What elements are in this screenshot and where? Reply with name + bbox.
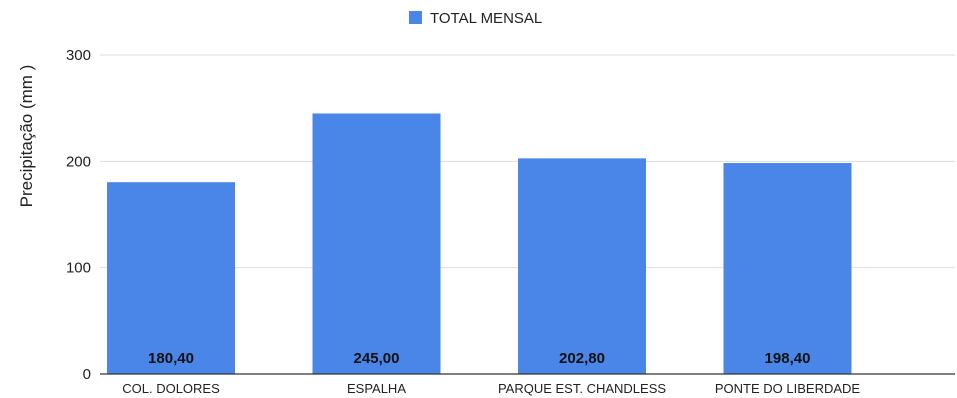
y-tick-label: 0 [83,366,91,383]
data-label: 245,00 [354,350,400,367]
x-tick-label: COL. DOLORES [122,381,220,396]
data-label: 202,80 [559,350,605,367]
y-axis-title: Precipitação (mm ) [17,65,36,208]
y-tick-label: 200 [66,153,91,170]
bar [518,158,646,374]
y-tick-labels: 0 100 200 300 [66,47,91,383]
y-tick-label: 100 [66,260,91,277]
data-labels: 180,40 245,00 202,80 198,40 [148,350,810,367]
x-tick-label: PONTE DO LIBERDADE [715,381,861,396]
bars [107,113,852,374]
bar [723,163,852,374]
legend-label: TOTAL MENSAL [430,10,542,27]
data-label: 198,40 [765,350,811,367]
bar [107,182,235,374]
y-tick-label: 300 [66,47,91,64]
x-tick-label: PARQUE EST. CHANDLESS [498,381,666,396]
bar [312,113,441,374]
x-category-labels: COL. DOLORES ESPALHA PARQUE EST. CHANDLESS… [122,381,860,396]
legend: TOTAL MENSAL [409,10,542,27]
legend-swatch [409,11,422,24]
x-tick-label: ESPALHA [347,381,406,396]
data-label: 180,40 [148,350,194,367]
